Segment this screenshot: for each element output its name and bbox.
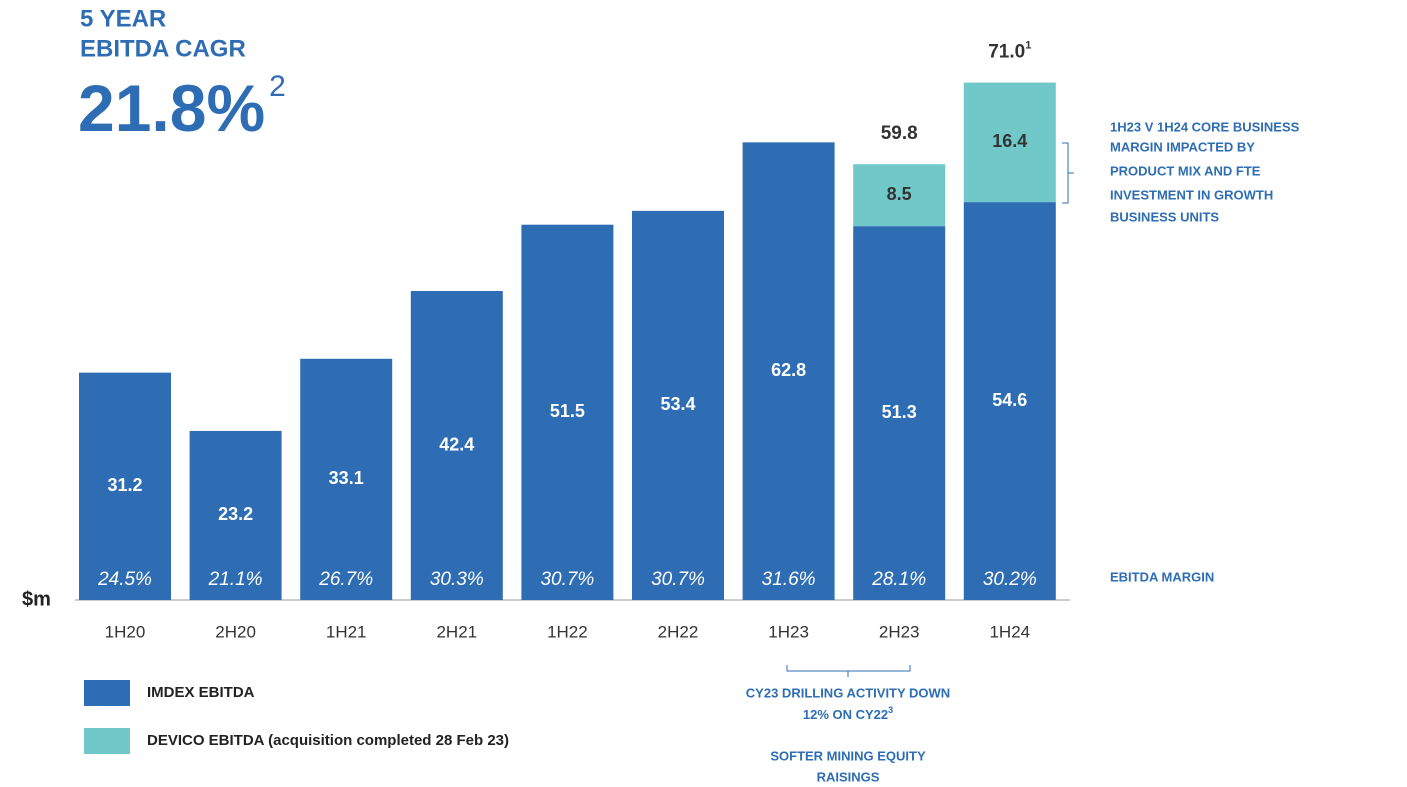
annotation-line: SOFTER MINING EQUITY xyxy=(770,748,926,763)
bar xyxy=(742,142,835,600)
headline: 21.8% 2 xyxy=(78,70,286,146)
bracket xyxy=(1062,142,1074,204)
headline-note: 2 xyxy=(269,70,286,103)
margin-label: 30.7% xyxy=(651,569,705,590)
x-tick-label: 2H23 xyxy=(879,622,920,641)
legend-swatch xyxy=(84,680,130,706)
total-label: 71.01 xyxy=(988,39,1031,62)
annotation-note: 3 xyxy=(888,705,893,715)
bar xyxy=(410,291,503,600)
annotation-line: RAISINGS xyxy=(817,769,880,784)
annotation-line: BUSINESS UNITS xyxy=(1110,209,1219,224)
x-tick-label: 1H22 xyxy=(547,622,588,641)
annotation-line: 12% ON CY223 xyxy=(803,705,893,722)
value-label: 23.2 xyxy=(218,504,253,524)
legend-label: IMDEX EBITDA xyxy=(147,684,255,701)
x-tick-label: 2H20 xyxy=(215,622,256,641)
margin-label: 31.6% xyxy=(762,569,816,590)
annotation-line: PRODUCT MIX AND FTE xyxy=(1110,163,1261,178)
total-label: 59.8 xyxy=(881,123,918,144)
margin-label: 26.7% xyxy=(318,569,373,590)
bar xyxy=(963,202,1056,601)
total-text: 59.8 xyxy=(881,123,918,144)
bar xyxy=(632,210,724,600)
right-annotation: 1H23 V 1H24 CORE BUSINESS MARGIN IMPACTE… xyxy=(1110,119,1300,224)
title-line: 5 YEAR xyxy=(80,5,166,32)
margin-label: 30.3% xyxy=(430,569,484,590)
value-label: 42.4 xyxy=(439,434,474,454)
value-label: 31.2 xyxy=(107,475,142,495)
bar xyxy=(189,430,282,600)
bar xyxy=(300,358,393,600)
annotation-line: CY23 DRILLING ACTIVITY DOWN xyxy=(746,685,950,700)
bar xyxy=(963,82,1056,203)
title-line: EBITDA CAGR xyxy=(80,35,246,62)
legend-label: DEVICO EBITDA (acquisition completed 28 … xyxy=(147,732,509,749)
total-text: 71.0 xyxy=(988,42,1025,63)
x-tick-label: 1H20 xyxy=(105,622,146,641)
margin-title: EBITDA MARGIN xyxy=(1110,569,1214,584)
bar xyxy=(521,224,614,600)
legend-swatch xyxy=(84,728,130,754)
x-tick-label: 1H24 xyxy=(989,622,1030,641)
annotation-line: 1H23 V 1H24 CORE BUSINESS xyxy=(1110,119,1300,134)
headline-value: 21.8% xyxy=(78,71,265,145)
value-label: 54.6 xyxy=(992,390,1027,410)
annotation-text: 12% ON CY22 xyxy=(803,707,888,722)
annotation-line: INVESTMENT IN GROWTH xyxy=(1110,187,1273,202)
value-label: 8.5 xyxy=(887,184,912,204)
x-tick-label: 2H21 xyxy=(436,622,477,641)
x-tick-label: 1H21 xyxy=(326,622,367,641)
value-label: 62.8 xyxy=(771,360,806,380)
x-tick-label: 2H22 xyxy=(658,622,699,641)
bar xyxy=(853,164,946,227)
bottom-annotation: CY23 DRILLING ACTIVITY DOWN 12% ON CY223… xyxy=(746,685,950,784)
total-note: 1 xyxy=(1025,39,1031,51)
margin-label: 24.5% xyxy=(97,569,152,590)
x-tick-label: 1H23 xyxy=(768,622,809,641)
bracket xyxy=(786,665,911,677)
annotation-line: MARGIN IMPACTED BY xyxy=(1110,139,1255,154)
margin-label: 21.1% xyxy=(208,569,263,590)
value-label: 53.4 xyxy=(660,394,695,414)
bar xyxy=(79,372,171,600)
value-label: 33.1 xyxy=(329,468,364,488)
margin-label: 30.2% xyxy=(983,569,1037,590)
margin-label: 28.1% xyxy=(871,569,926,590)
value-label: 51.5 xyxy=(550,401,585,421)
bar xyxy=(853,226,946,600)
y-unit: $m xyxy=(22,588,51,610)
margin-label: 30.7% xyxy=(540,569,594,590)
value-label: 51.3 xyxy=(882,402,917,422)
value-label: 16.4 xyxy=(992,131,1027,151)
